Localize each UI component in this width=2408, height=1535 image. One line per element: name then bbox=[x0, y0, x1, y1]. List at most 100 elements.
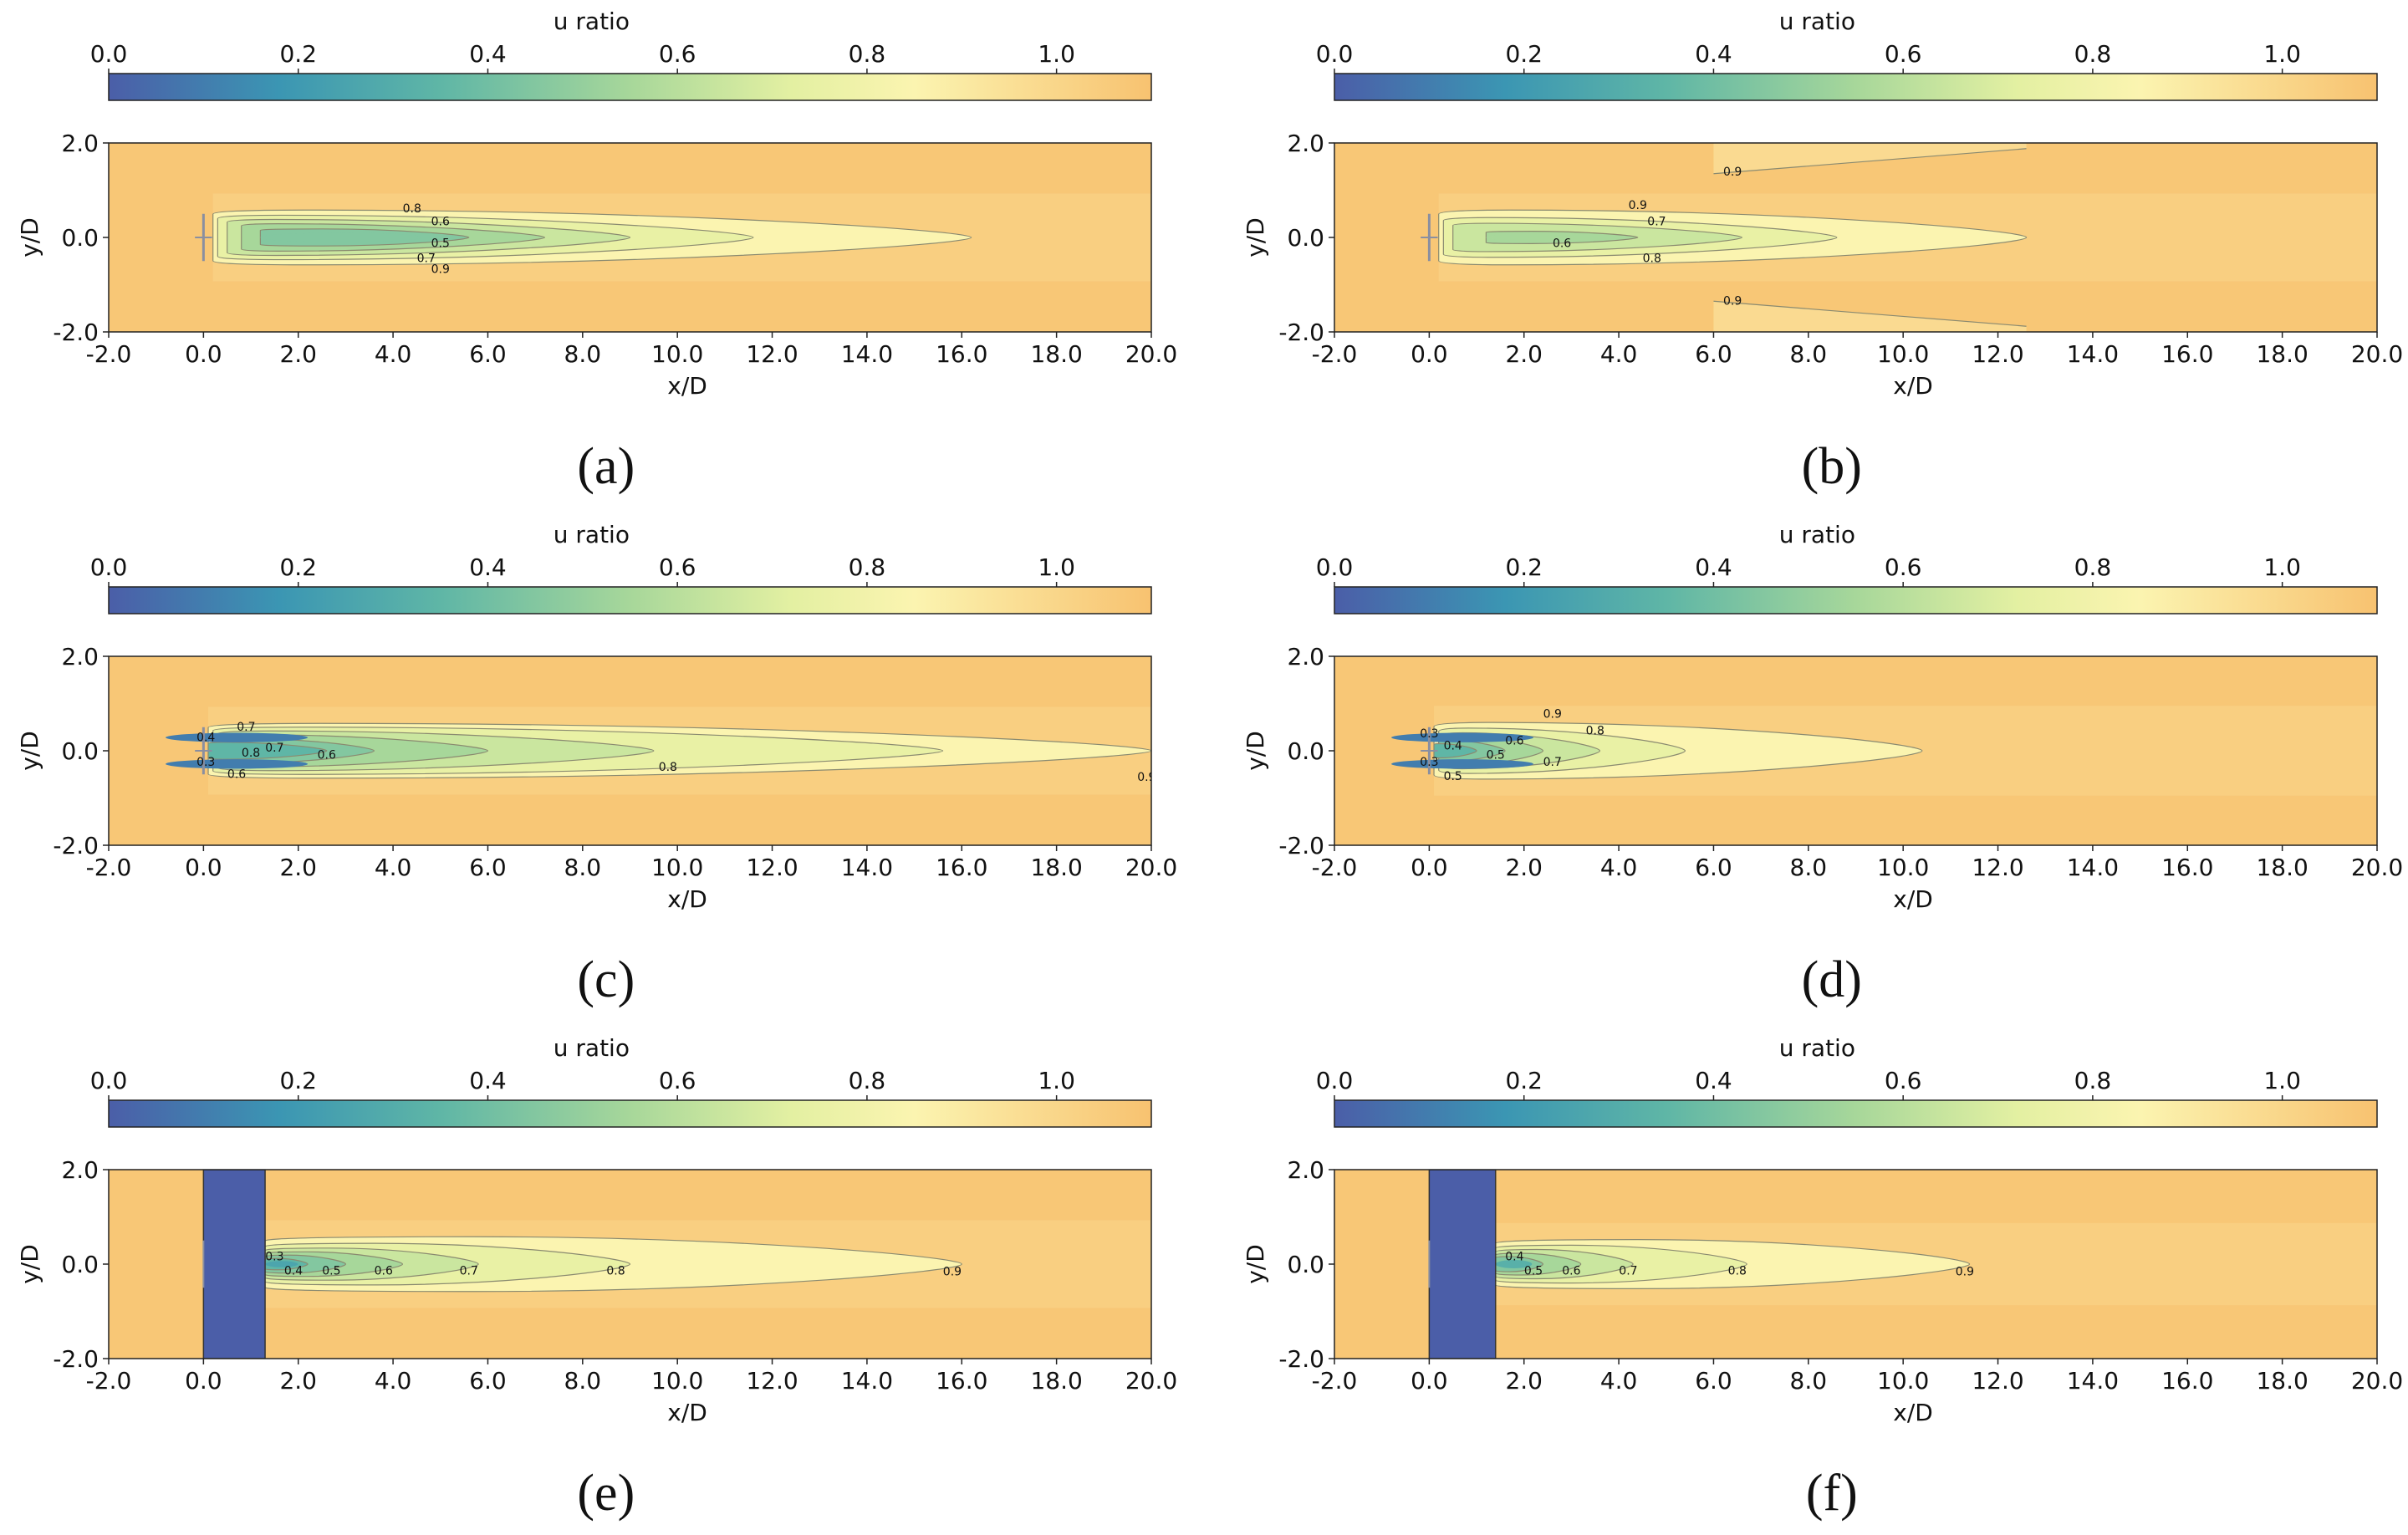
x-axis-label: x/D bbox=[667, 885, 707, 913]
contour-label: 0.7 bbox=[1619, 1264, 1637, 1277]
contour-label: 0.9 bbox=[1629, 199, 1647, 212]
x-tick-label: 4.0 bbox=[1600, 854, 1638, 881]
x-tick-label: 8.0 bbox=[564, 1367, 602, 1395]
x-tick-label: 6.0 bbox=[1695, 854, 1732, 881]
x-tick-label: -2.0 bbox=[1312, 340, 1358, 368]
x-tick-label: 2.0 bbox=[1505, 854, 1543, 881]
y-tick-label: -2.0 bbox=[53, 832, 99, 859]
contour-label: 0.9 bbox=[431, 263, 450, 276]
side-wake-band bbox=[1713, 143, 2027, 174]
colorbar-tick-label: 0.8 bbox=[2074, 40, 2112, 68]
y-tick-label: 2.0 bbox=[1287, 1156, 1324, 1184]
x-tick-label: 20.0 bbox=[2351, 854, 2403, 881]
colorbar-tick-label: 0.6 bbox=[1885, 1067, 1922, 1094]
x-tick-label: 20.0 bbox=[1125, 340, 1177, 368]
contour-label: 0.7 bbox=[460, 1264, 478, 1277]
x-tick-label: 8.0 bbox=[564, 854, 602, 881]
x-tick-label: 18.0 bbox=[1030, 340, 1082, 368]
x-tick-label: 0.0 bbox=[1411, 340, 1448, 368]
y-axis-label: y/D bbox=[16, 731, 43, 771]
x-tick-label: 10.0 bbox=[651, 340, 703, 368]
y-tick-label: -2.0 bbox=[1278, 832, 1324, 859]
x-tick-label: 14.0 bbox=[2067, 1367, 2119, 1395]
colorbar-tick-label: 0.2 bbox=[279, 1067, 317, 1094]
x-tick-label: 12.0 bbox=[1972, 1367, 2023, 1395]
wake-field: 0.30.4 0.5 0.6 0.7 0.8 0.9 bbox=[109, 1170, 1151, 1359]
x-tick-label: 18.0 bbox=[1030, 1367, 1082, 1395]
contour-label: 0.8 bbox=[403, 202, 421, 216]
x-tick-label: 12.0 bbox=[746, 340, 798, 368]
contour-label: 0.9 bbox=[1723, 294, 1742, 308]
contour-label: 0.8 bbox=[659, 761, 677, 774]
contour-label: 0.9 bbox=[1723, 166, 1742, 179]
colorbar-tick-label: 0.2 bbox=[1505, 553, 1543, 581]
x-tick-label: 16.0 bbox=[936, 854, 987, 881]
y-axis-label: y/D bbox=[1242, 217, 1269, 258]
x-tick-label: 2.0 bbox=[279, 1367, 317, 1395]
colorbar-tick-label: 0.8 bbox=[849, 553, 886, 581]
colorbar-tick-label: 1.0 bbox=[2263, 553, 2301, 581]
wake-core bbox=[260, 232, 421, 242]
contour-line bbox=[1713, 148, 2027, 175]
colorbar-tick-label: 1.0 bbox=[2263, 1067, 2301, 1094]
x-tick-label: 2.0 bbox=[279, 340, 317, 368]
y-tick-label: 0.0 bbox=[61, 737, 99, 765]
x-tick-label: 0.0 bbox=[185, 854, 222, 881]
blade-tip-deficit bbox=[166, 732, 309, 742]
x-tick-label: 16.0 bbox=[2161, 854, 2213, 881]
colorbar-tick-label: 0.2 bbox=[279, 553, 317, 581]
contour-label: 0.5 bbox=[431, 237, 450, 250]
colorbar-tick-label: 0.8 bbox=[2074, 1067, 2112, 1094]
x-tick-label: 4.0 bbox=[375, 1367, 412, 1395]
wake-core bbox=[265, 1261, 298, 1267]
contour-label: 0.3 bbox=[1420, 756, 1438, 769]
wake-core bbox=[1486, 233, 1604, 242]
y-axis-label: y/D bbox=[1242, 731, 1269, 771]
panel-label: (f) bbox=[1806, 1465, 1858, 1522]
y-tick-label: 0.0 bbox=[61, 1251, 99, 1278]
wake-field: 0.90.80.60.50.70.30.40.30.5 bbox=[1334, 656, 2377, 845]
contour-0.4 bbox=[207, 742, 328, 760]
y-tick-label: 2.0 bbox=[1287, 643, 1324, 671]
x-tick-label: 0.0 bbox=[1411, 854, 1448, 881]
contour-label: 0.6 bbox=[318, 749, 336, 762]
y-tick-label: -2.0 bbox=[1278, 1345, 1324, 1373]
y-tick-label: -2.0 bbox=[1278, 319, 1324, 346]
x-tick-label: 10.0 bbox=[651, 854, 703, 881]
colorbar bbox=[1334, 586, 2378, 615]
contour-label: 0.5 bbox=[322, 1264, 340, 1277]
x-axis-label: x/D bbox=[1893, 1399, 1933, 1426]
x-tick-label: 0.0 bbox=[1411, 1367, 1448, 1395]
blade-tip-deficit bbox=[1391, 732, 1534, 742]
x-tick-label: 12.0 bbox=[1972, 340, 2023, 368]
wake-field: 0.8 0.6 0.5 0.70.9 bbox=[109, 143, 1151, 332]
colorbar-tick-label: 0.8 bbox=[2074, 553, 2112, 581]
panel-c: u ratio 0.0 0.2 0.4 0.6 0.8 1.0 0.4 0.7 0.8 0.7 0.6… bbox=[16, 521, 1177, 1008]
contour-label: 0.7 bbox=[417, 252, 436, 265]
x-tick-label: 18.0 bbox=[2256, 1367, 2308, 1395]
x-axis-label: x/D bbox=[667, 372, 707, 400]
x-tick-label: 16.0 bbox=[2161, 1367, 2213, 1395]
panel-label: (d) bbox=[1802, 951, 1862, 1008]
colorbar-tick-label: 0.2 bbox=[279, 40, 317, 68]
x-tick-label: 20.0 bbox=[1125, 1367, 1177, 1395]
colorbar-tick-label: 0.0 bbox=[90, 1067, 128, 1094]
contour-0.4 bbox=[1433, 742, 1477, 759]
panel-a: u ratio 0.0 0.2 0.4 0.6 0.8 1.0 0.8 0.6 0.5 0.70.9… bbox=[16, 8, 1177, 495]
contour-label: 0.5 bbox=[1487, 749, 1505, 762]
x-tick-label: 10.0 bbox=[1877, 340, 1929, 368]
x-tick-label: 4.0 bbox=[1600, 340, 1638, 368]
colorbar bbox=[108, 586, 1152, 615]
colorbar bbox=[1334, 1099, 2378, 1128]
colorbar-label: u ratio bbox=[554, 1034, 630, 1062]
panel-label: (c) bbox=[577, 951, 635, 1008]
colorbar-tick-label: 0.4 bbox=[469, 1067, 507, 1094]
x-tick-label: 2.0 bbox=[1505, 1367, 1543, 1395]
contour-line bbox=[1713, 300, 2027, 327]
x-tick-label: 16.0 bbox=[936, 340, 987, 368]
contour-label: 0.8 bbox=[1643, 252, 1661, 265]
contour-label: 0.7 bbox=[237, 721, 255, 734]
contour-label: 0.8 bbox=[1728, 1264, 1747, 1277]
